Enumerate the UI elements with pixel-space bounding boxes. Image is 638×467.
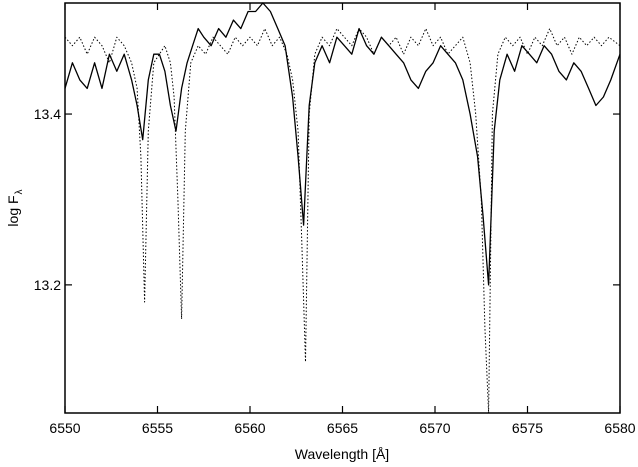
y-tick-label: 13.4 <box>34 106 61 122</box>
y-axis-label-subscript: λ <box>14 189 25 194</box>
svg-text:log Fλ: log Fλ <box>5 189 25 226</box>
x-tick-label: 6560 <box>234 420 265 436</box>
x-tick-label: 6575 <box>512 420 543 436</box>
x-tick-label: 6550 <box>49 420 80 436</box>
x-tick-label: 6570 <box>419 420 450 436</box>
x-tick-label: 6565 <box>327 420 358 436</box>
series-line-solid <box>64 2 621 286</box>
x-axis-label: Wavelength [Å] <box>295 446 389 462</box>
plot-frame <box>64 2 621 414</box>
y-axis-label: log Fλ <box>5 189 25 226</box>
series-layer <box>64 2 621 414</box>
y-axis-ticks: 13.2 13.4 <box>34 106 620 293</box>
y-tick-label: 13.2 <box>34 277 61 293</box>
series-line-dotted <box>64 28 621 414</box>
x-axis-ticks: 6550 6555 6560 6565 6570 6575 6580 <box>49 3 636 436</box>
x-tick-label: 6555 <box>142 420 173 436</box>
y-axis-label-main: log F <box>5 195 21 226</box>
x-tick-label: 6580 <box>604 420 635 436</box>
